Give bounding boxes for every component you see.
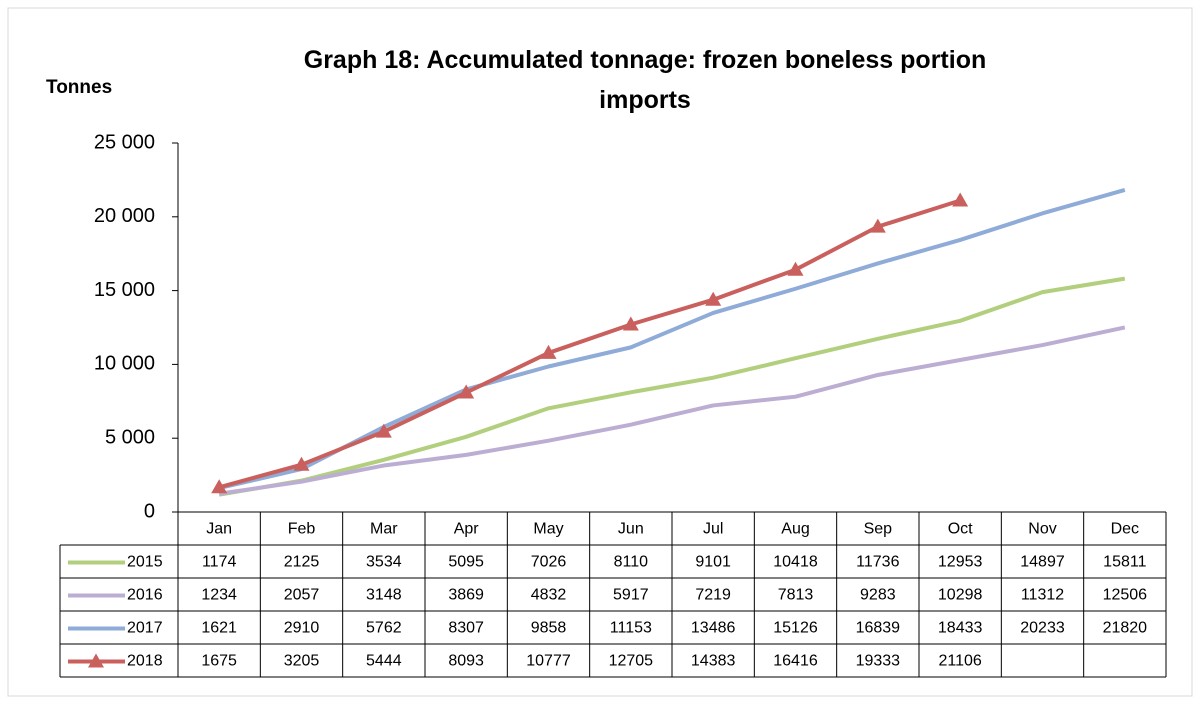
table-value: 14897 — [1020, 554, 1065, 571]
table-value: 1621 — [201, 620, 237, 637]
table-value: 10418 — [773, 554, 818, 571]
marker — [952, 192, 969, 207]
x-tick-label: Mar — [370, 521, 398, 538]
marker — [787, 261, 804, 276]
y-tick-label: 25 000 — [94, 131, 155, 153]
y-tick-label: 15 000 — [94, 279, 155, 301]
table-value: 21106 — [939, 653, 982, 670]
marker — [211, 479, 228, 494]
legend-label: 2016 — [127, 587, 163, 604]
legend-label: 2017 — [127, 620, 163, 637]
series-line — [218, 188, 1126, 491]
table-value: 1234 — [201, 587, 237, 604]
series-line — [218, 325, 1126, 496]
table-value: 3205 — [284, 653, 320, 670]
table-value: 5095 — [448, 554, 484, 571]
marker — [293, 456, 310, 471]
marker — [705, 291, 722, 306]
marker — [622, 316, 639, 331]
table-value: 21820 — [1103, 620, 1148, 637]
table-value: 9283 — [860, 587, 896, 604]
table-value: 15126 — [773, 620, 818, 637]
y-tick-label: 20 000 — [94, 205, 155, 227]
table-value: 1174 — [202, 554, 237, 571]
legend-label: 2015 — [127, 554, 163, 571]
x-tick-label: Sep — [864, 521, 893, 538]
table-value: 13486 — [691, 620, 736, 637]
table-value: 12953 — [938, 554, 983, 571]
y-tick-label: 10 000 — [94, 353, 155, 375]
x-tick-label: Oct — [948, 521, 973, 538]
table-value: 7219 — [695, 587, 731, 604]
chart-title: Graph 18: Accumulated tonnage: frozen bo… — [303, 46, 987, 114]
x-tick-label: Jul — [703, 521, 723, 538]
table-value: 9858 — [531, 620, 567, 637]
x-tick-label: May — [533, 521, 563, 538]
table-value: 4832 — [531, 587, 567, 604]
table-value: 14383 — [691, 653, 736, 670]
table-value: 16416 — [773, 653, 818, 670]
table-value: 5444 — [366, 653, 402, 670]
x-tick-label: Nov — [1028, 521, 1056, 538]
legend-label: 2018 — [127, 653, 163, 670]
table-value: 5762 — [366, 620, 402, 637]
y-axis-label: Tonnes — [46, 77, 112, 98]
table-value: 2057 — [284, 587, 320, 604]
table-value: 2125 — [284, 554, 320, 571]
x-tick-label: Aug — [781, 521, 809, 538]
x-tick-label: Apr — [454, 521, 480, 538]
table-value: 12705 — [609, 653, 654, 670]
table-value: 18433 — [938, 620, 983, 637]
marker — [458, 384, 475, 399]
series-line — [218, 276, 1126, 497]
table-value: 11312 — [1021, 587, 1064, 604]
x-tick-label: Feb — [288, 521, 316, 538]
table-value: 15811 — [1103, 554, 1146, 571]
table-value: 5917 — [613, 587, 649, 604]
marker — [869, 218, 886, 233]
table-value: 3534 — [366, 554, 402, 571]
table-value: 10298 — [938, 587, 983, 604]
table-value: 3148 — [366, 587, 402, 604]
table-value: 9101 — [695, 554, 731, 571]
table-value: 8110 — [614, 554, 649, 571]
legend-marker — [88, 653, 104, 668]
x-tick-label: Jan — [206, 521, 232, 538]
table-value: 3869 — [448, 587, 484, 604]
chart-border — [7, 7, 1193, 697]
y-tick-label: 5 000 — [105, 426, 155, 448]
x-tick-label: Dec — [1111, 521, 1139, 538]
table-value: 12506 — [1103, 587, 1148, 604]
table-value: 11736 — [856, 554, 899, 571]
marker — [375, 423, 392, 438]
table-value: 16839 — [856, 620, 901, 637]
table-value: 7026 — [531, 554, 567, 571]
table-value: 8093 — [448, 653, 484, 670]
y-tick-label: 0 — [144, 500, 155, 522]
table-value: 1675 — [201, 653, 237, 670]
table-value: 7813 — [778, 587, 814, 604]
table-value: 19333 — [856, 653, 901, 670]
series-line — [218, 198, 961, 490]
table-value: 20233 — [1020, 620, 1065, 637]
table-value: 2910 — [284, 620, 320, 637]
x-tick-label: Jun — [618, 521, 644, 538]
marker — [540, 344, 557, 359]
table-value: 8307 — [448, 620, 484, 637]
table-value: 11153 — [610, 620, 652, 637]
table-value: 10777 — [526, 653, 571, 670]
